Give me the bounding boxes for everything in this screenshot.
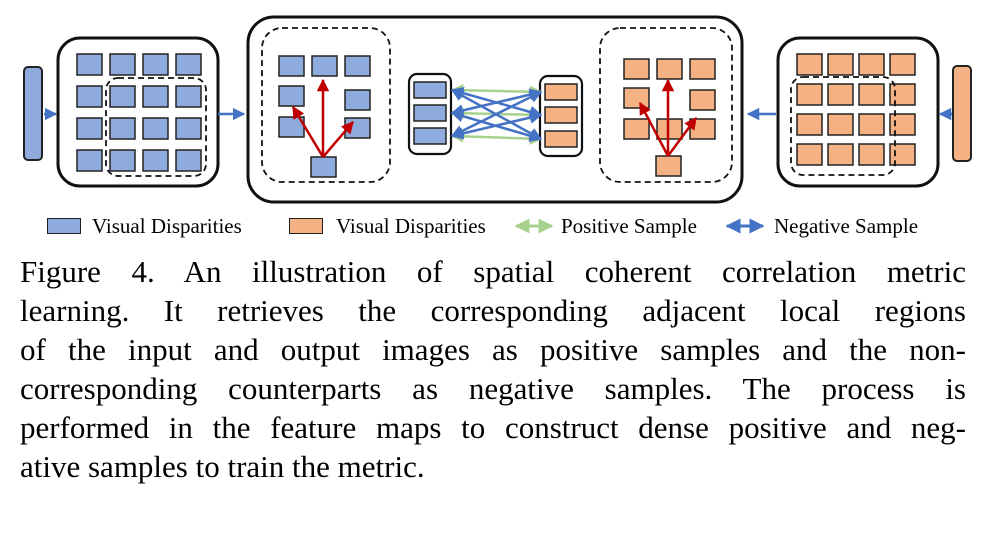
region-patch bbox=[656, 58, 683, 80]
region-patch bbox=[656, 118, 683, 140]
output-region-patches bbox=[623, 58, 716, 177]
region-patch bbox=[278, 55, 305, 77]
red-correlation-arrow bbox=[638, 101, 670, 157]
feature-patch bbox=[76, 149, 103, 172]
feature-patch bbox=[827, 113, 854, 136]
feature-patch bbox=[889, 83, 916, 106]
feature-patch bbox=[109, 117, 136, 140]
region-patch bbox=[623, 118, 650, 140]
legend-blue-label: Visual Disparities bbox=[92, 214, 242, 238]
caption-line-2: learning. It retrieves the corresponding… bbox=[20, 293, 966, 328]
stack-cell bbox=[544, 106, 578, 124]
feature-patch bbox=[109, 53, 136, 76]
feature-patch bbox=[76, 53, 103, 76]
input-feature-map-panel bbox=[56, 36, 220, 188]
feature-patch bbox=[858, 143, 885, 166]
feature-patch bbox=[889, 53, 916, 76]
anchor-patch bbox=[655, 155, 682, 177]
legend-negative-label: Negative Sample bbox=[774, 214, 919, 238]
legend-blue-swatch bbox=[47, 218, 81, 234]
legend-positive-label: Positive Sample bbox=[561, 214, 697, 238]
input-feature-grid bbox=[76, 53, 202, 172]
feature-patch bbox=[175, 53, 202, 76]
feature-patch bbox=[827, 53, 854, 76]
stack-cell bbox=[413, 127, 447, 145]
feature-patch bbox=[858, 53, 885, 76]
feature-patch bbox=[858, 83, 885, 106]
region-patch bbox=[311, 55, 338, 77]
caption-line-4: corresponding counterparts as negative s… bbox=[20, 371, 966, 406]
negative-sample-arrow bbox=[450, 88, 543, 117]
stack-cell bbox=[413, 81, 447, 99]
stack-cell bbox=[544, 130, 578, 148]
feature-patch bbox=[827, 143, 854, 166]
feature-patch bbox=[142, 149, 169, 172]
legend-positive-arrow-icon bbox=[514, 218, 554, 234]
input-feature-bar bbox=[23, 66, 43, 161]
output-feature-bar bbox=[952, 65, 972, 162]
legend: Visual Disparities Visual Disparities Po… bbox=[0, 210, 983, 242]
input-local-region bbox=[105, 77, 207, 177]
legend-negative-arrow-icon bbox=[725, 218, 765, 234]
legend-orange-label: Visual Disparities bbox=[336, 214, 486, 238]
feature-patch bbox=[109, 149, 136, 172]
feature-patch bbox=[76, 85, 103, 108]
caption-line-1: Figure 4. An illustration of spatial coh… bbox=[20, 254, 966, 289]
negative-sample-arrow bbox=[450, 111, 543, 140]
region-patch bbox=[689, 89, 716, 111]
output-feature-map-panel bbox=[776, 36, 940, 188]
region-patch bbox=[344, 89, 371, 111]
output-region-detail bbox=[599, 27, 733, 183]
feature-patch bbox=[796, 113, 823, 136]
feature-patch bbox=[889, 113, 916, 136]
sample-pair-arrows bbox=[450, 84, 543, 145]
figure-caption: Figure 4. An illustration of spatial coh… bbox=[20, 252, 966, 486]
anchor-patch bbox=[310, 156, 337, 178]
input-region-detail bbox=[261, 27, 391, 183]
region-patch bbox=[344, 55, 371, 77]
positive-sample-arrow bbox=[450, 130, 543, 145]
region-patch bbox=[278, 85, 305, 107]
positive-sample-arrow bbox=[450, 84, 543, 98]
feature-patch bbox=[175, 149, 202, 172]
feature-patch bbox=[142, 85, 169, 108]
region-patch bbox=[689, 58, 716, 80]
feature-patch bbox=[796, 83, 823, 106]
stack-cell bbox=[413, 104, 447, 122]
feature-patch bbox=[858, 113, 885, 136]
method-diagram bbox=[23, 15, 972, 204]
feature-stack-cells bbox=[413, 81, 578, 148]
region-patch bbox=[623, 87, 650, 109]
feature-patch bbox=[827, 83, 854, 106]
feature-patch bbox=[889, 143, 916, 166]
feature-patch bbox=[142, 117, 169, 140]
caption-line-6: ative samples to train the metric. bbox=[20, 449, 425, 484]
feature-patch bbox=[175, 117, 202, 140]
stack-cell bbox=[544, 83, 578, 101]
metric-learning-panel bbox=[246, 15, 744, 204]
feature-patch bbox=[175, 85, 202, 108]
red-correlation-arrow bbox=[322, 121, 354, 158]
red-correlation-arrow bbox=[291, 105, 325, 158]
region-patch bbox=[623, 58, 650, 80]
feature-patch bbox=[796, 143, 823, 166]
input-region-patches bbox=[278, 55, 371, 178]
feature-patch bbox=[796, 53, 823, 76]
caption-line-5: performed in the feature maps to constru… bbox=[20, 410, 966, 445]
feature-patch bbox=[109, 85, 136, 108]
feature-patch bbox=[76, 117, 103, 140]
red-correlation-arrow bbox=[666, 116, 698, 157]
output-local-region bbox=[790, 76, 896, 176]
output-feature-grid bbox=[796, 53, 916, 166]
caption-line-3: of the input and output images as positi… bbox=[20, 332, 966, 367]
feature-patch bbox=[142, 53, 169, 76]
legend-orange-swatch bbox=[289, 218, 323, 234]
